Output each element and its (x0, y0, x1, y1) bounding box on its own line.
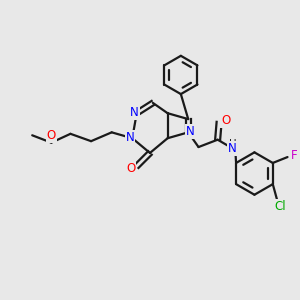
Text: Cl: Cl (274, 200, 286, 213)
Text: N: N (130, 106, 139, 119)
Text: O: O (126, 162, 135, 175)
Text: N: N (186, 125, 195, 138)
Text: N: N (228, 142, 237, 155)
Text: N: N (126, 131, 134, 144)
Text: O: O (221, 114, 230, 127)
Text: O: O (47, 129, 56, 142)
Text: H: H (229, 139, 236, 148)
Text: F: F (291, 149, 297, 162)
